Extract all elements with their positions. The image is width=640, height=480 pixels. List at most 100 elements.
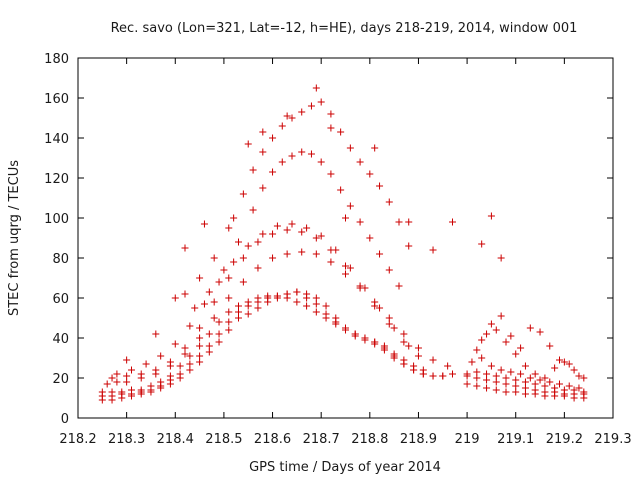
data-point bbox=[536, 376, 544, 384]
data-point bbox=[215, 318, 223, 326]
data-point bbox=[351, 330, 359, 338]
data-point bbox=[215, 278, 223, 286]
data-point bbox=[580, 388, 588, 396]
data-point bbox=[166, 358, 174, 366]
data-point bbox=[181, 244, 189, 252]
data-point bbox=[118, 388, 126, 396]
data-point bbox=[235, 308, 242, 316]
data-point bbox=[225, 294, 233, 302]
data-point bbox=[298, 248, 306, 256]
data-point bbox=[449, 218, 456, 226]
data-point bbox=[468, 358, 476, 366]
data-point bbox=[551, 364, 559, 372]
data-point bbox=[575, 372, 583, 380]
series-scatter-extra bbox=[123, 84, 505, 364]
data-point bbox=[327, 258, 335, 266]
data-point bbox=[157, 378, 165, 386]
data-point bbox=[580, 374, 588, 382]
data-point bbox=[521, 362, 529, 370]
data-point bbox=[186, 352, 194, 360]
data-point bbox=[371, 302, 379, 310]
data-point bbox=[507, 368, 515, 376]
data-point bbox=[483, 376, 491, 384]
series-arc-day2-2 bbox=[463, 372, 588, 398]
data-point bbox=[264, 292, 272, 300]
data-point bbox=[400, 330, 408, 338]
data-point bbox=[560, 358, 568, 366]
data-point bbox=[376, 182, 384, 190]
x-tick-label: 219.3 bbox=[594, 432, 631, 447]
x-axis: 218.2 218.3 218.4 218.5 218.6 218.7 218.8 218.9… bbox=[59, 58, 632, 447]
data-point bbox=[225, 308, 233, 316]
data-point bbox=[565, 360, 573, 368]
data-point bbox=[414, 352, 422, 360]
data-point bbox=[361, 334, 369, 342]
data-point bbox=[108, 388, 116, 396]
series-arc-day2-5 bbox=[473, 326, 588, 382]
data-point bbox=[502, 380, 510, 388]
data-point bbox=[157, 352, 165, 360]
data-point bbox=[473, 346, 481, 354]
data-point bbox=[205, 330, 213, 338]
data-point bbox=[230, 214, 238, 222]
data-point bbox=[439, 372, 447, 380]
series-arc-high-1 bbox=[181, 98, 413, 298]
data-point bbox=[541, 374, 549, 382]
data-point bbox=[186, 366, 194, 374]
data-point bbox=[517, 344, 525, 352]
data-point bbox=[385, 320, 393, 328]
x-tick-label: 218.5 bbox=[205, 432, 242, 447]
data-point bbox=[531, 370, 539, 378]
data-point bbox=[181, 290, 189, 298]
x-tick-label: 218.8 bbox=[351, 432, 388, 447]
data-point bbox=[123, 378, 131, 386]
data-point bbox=[283, 294, 291, 302]
data-point bbox=[181, 344, 189, 352]
data-point bbox=[371, 144, 379, 152]
data-point bbox=[152, 330, 160, 338]
series-arc-high-2 bbox=[191, 148, 403, 312]
data-point bbox=[317, 98, 325, 106]
data-point bbox=[171, 294, 179, 302]
data-point bbox=[463, 380, 471, 388]
data-point bbox=[366, 234, 374, 242]
data-point bbox=[239, 278, 247, 286]
data-point bbox=[283, 112, 291, 120]
data-point bbox=[322, 302, 330, 310]
data-point bbox=[312, 300, 320, 308]
data-point bbox=[487, 362, 495, 370]
series-arc-mid-2 bbox=[108, 226, 422, 382]
data-point bbox=[312, 84, 320, 92]
data-point bbox=[521, 390, 529, 398]
data-point bbox=[570, 366, 578, 374]
data-point bbox=[312, 294, 320, 302]
x-tick-label: 218.2 bbox=[59, 432, 96, 447]
data-point bbox=[147, 382, 155, 390]
data-point bbox=[492, 326, 500, 334]
data-point bbox=[512, 350, 520, 358]
data-points bbox=[98, 84, 588, 404]
data-point bbox=[254, 264, 262, 272]
data-point bbox=[249, 166, 257, 174]
data-point bbox=[356, 282, 364, 290]
data-point bbox=[473, 374, 481, 382]
y-tick-label: 60 bbox=[52, 292, 69, 307]
series-arc-mid-3 bbox=[113, 220, 413, 378]
data-point bbox=[113, 370, 121, 378]
data-point bbox=[497, 366, 505, 374]
data-point bbox=[531, 386, 539, 394]
data-point bbox=[512, 382, 520, 390]
data-point bbox=[327, 170, 335, 178]
data-point bbox=[342, 214, 349, 222]
data-point bbox=[196, 342, 204, 350]
y-tick-label: 100 bbox=[44, 212, 69, 227]
data-point bbox=[376, 304, 384, 312]
data-point bbox=[283, 250, 291, 258]
data-point bbox=[225, 274, 233, 282]
data-point bbox=[346, 144, 354, 152]
data-point bbox=[98, 388, 106, 396]
data-point bbox=[293, 298, 301, 306]
data-point bbox=[565, 382, 573, 390]
data-point bbox=[322, 314, 330, 322]
